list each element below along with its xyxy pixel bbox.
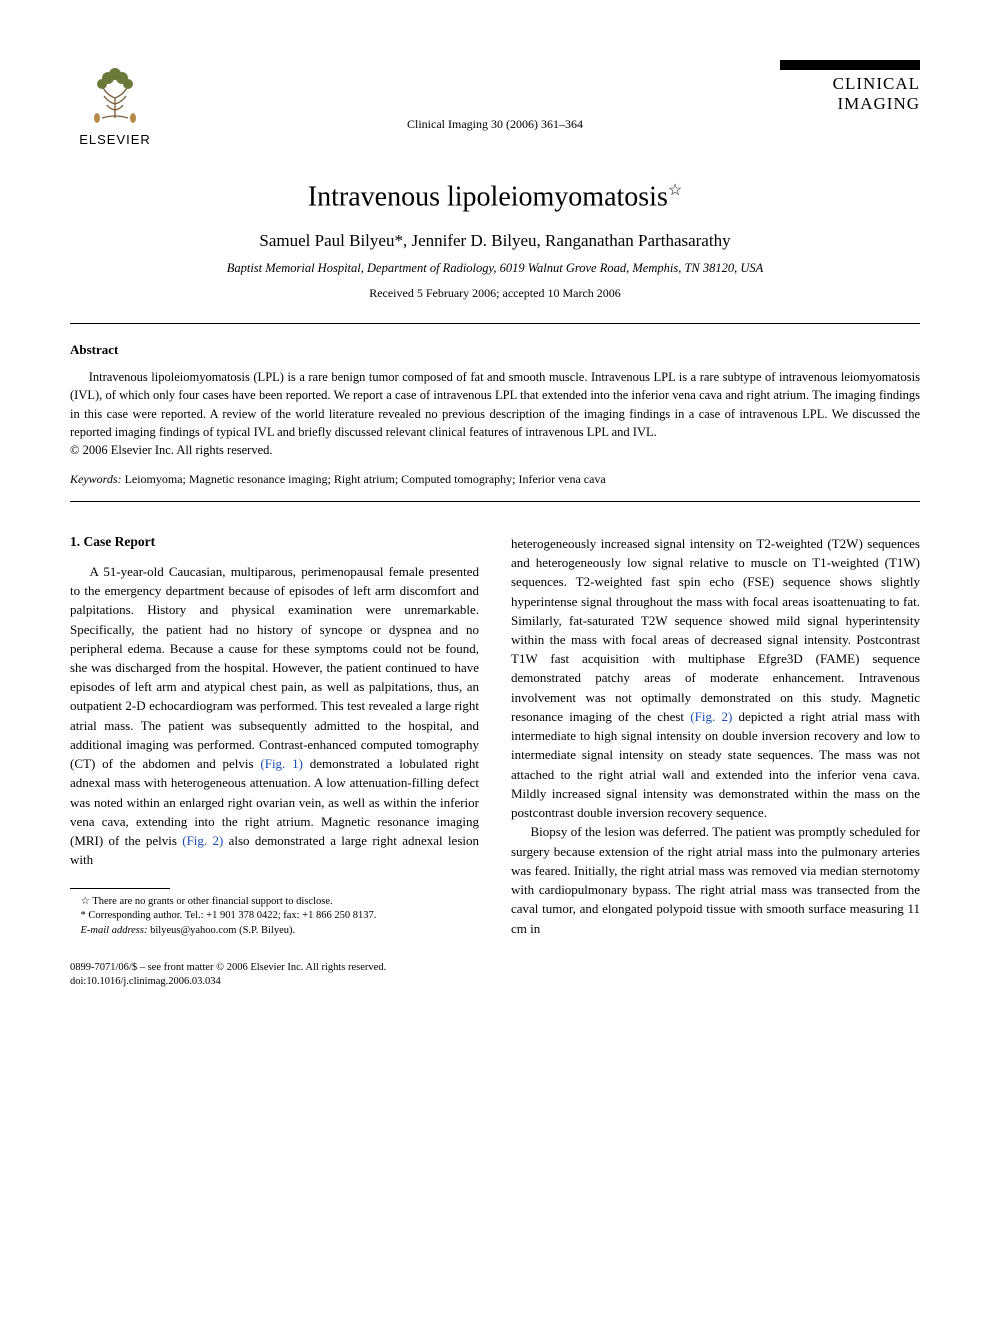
- col2-text-a: heterogeneously increased signal intensi…: [511, 536, 920, 724]
- article-title: Intravenous lipoleiomyomatosis☆: [70, 180, 920, 213]
- footnote-2-text: Corresponding author. Tel.: +1 901 378 0…: [88, 910, 376, 921]
- keywords-row: Keywords: Leiomyoma; Magnetic resonance …: [70, 472, 920, 487]
- publisher-block: ELSEVIER: [70, 60, 160, 147]
- footnote-corresponding: * Corresponding author. Tel.: +1 901 378…: [70, 909, 479, 924]
- keywords-label: Keywords:: [70, 472, 122, 486]
- col2-text-b: depicted a right atrial mass with interm…: [511, 709, 920, 820]
- article-dates: Received 5 February 2006; accepted 10 Ma…: [70, 286, 920, 301]
- footnote-star-icon: ☆: [81, 896, 93, 907]
- elsevier-tree-icon: [80, 60, 150, 130]
- abstract-block: Abstract Intravenous lipoleiomyomatosis …: [70, 342, 920, 458]
- affiliation: Baptist Memorial Hospital, Department of…: [70, 261, 920, 276]
- abstract-heading: Abstract: [70, 342, 920, 358]
- title-text: Intravenous lipoleiomyomatosis: [308, 181, 668, 212]
- fig-1-ref[interactable]: (Fig. 1): [260, 756, 303, 771]
- rule-below-keywords: [70, 501, 920, 502]
- fig-2-ref-b[interactable]: (Fig. 2): [690, 709, 732, 724]
- publisher-name: ELSEVIER: [79, 132, 151, 147]
- footnote-1-text: There are no grants or other financial s…: [92, 896, 332, 907]
- doi-line: doi:10.1016/j.clinimag.2006.03.034: [70, 975, 479, 990]
- col1-paragraph: A 51-year-old Caucasian, multiparous, pe…: [70, 562, 479, 870]
- footnote-email: E-mail address: bilyeus@yahoo.com (S.P. …: [70, 924, 479, 939]
- bottom-meta: 0899-7071/06/$ – see front matter © 2006…: [70, 961, 479, 990]
- footnote-email-label: E-mail address:: [81, 925, 148, 936]
- front-matter-line: 0899-7071/06/$ – see front matter © 2006…: [70, 961, 479, 976]
- col1-text-a: A 51-year-old Caucasian, multiparous, pe…: [70, 564, 479, 771]
- footnote-email-value[interactable]: bilyeus@yahoo.com (S.P. Bilyeu).: [147, 925, 295, 936]
- journal-accent-bar: [780, 60, 920, 70]
- column-left: 1. Case Report A 51-year-old Caucasian, …: [70, 534, 479, 990]
- keywords-text: Leiomyoma; Magnetic resonance imaging; R…: [122, 472, 606, 486]
- title-footnote-star: ☆: [668, 182, 682, 199]
- page-header: ELSEVIER CLINICAL IMAGING: [70, 60, 920, 147]
- journal-title-line1: CLINICAL: [833, 74, 920, 94]
- column-right: heterogeneously increased signal intensi…: [511, 534, 920, 990]
- author-line: Samuel Paul Bilyeu*, Jennifer D. Bilyeu,…: [70, 231, 920, 251]
- col2-paragraph-2: Biopsy of the lesion was deferred. The p…: [511, 822, 920, 937]
- journal-block: CLINICAL IMAGING: [780, 60, 920, 113]
- abstract-text: Intravenous lipoleiomyomatosis (LPL) is …: [70, 368, 920, 441]
- col2-paragraph-1: heterogeneously increased signal intensi…: [511, 534, 920, 823]
- header-citation: Clinical Imaging 30 (2006) 361–364: [70, 117, 920, 132]
- fig-2-ref-a[interactable]: (Fig. 2): [182, 833, 223, 848]
- footnote-rule: [70, 888, 170, 889]
- journal-title-line2: IMAGING: [837, 94, 920, 114]
- section-1-heading: 1. Case Report: [70, 534, 479, 550]
- abstract-copyright: © 2006 Elsevier Inc. All rights reserved…: [70, 443, 920, 458]
- body-columns: 1. Case Report A 51-year-old Caucasian, …: [70, 534, 920, 990]
- footnote-grants: ☆ There are no grants or other financial…: [70, 895, 479, 910]
- rule-above-abstract: [70, 323, 920, 324]
